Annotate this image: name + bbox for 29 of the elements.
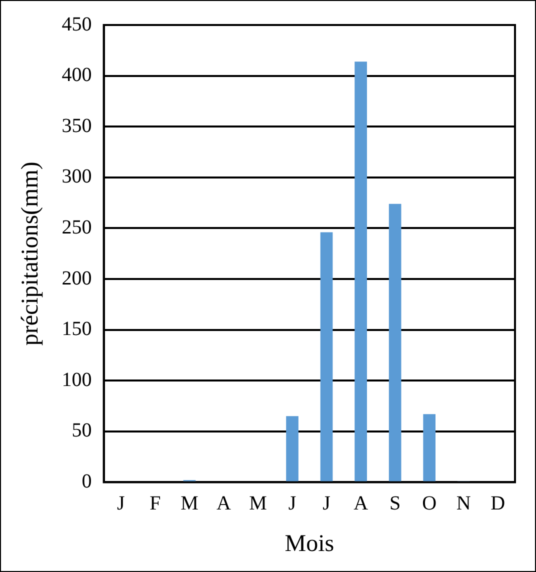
bar bbox=[286, 416, 298, 482]
x-tick-label: A bbox=[354, 492, 369, 514]
y-tick-label: 400 bbox=[62, 64, 92, 86]
x-tick-label: S bbox=[390, 492, 401, 514]
y-tick-label: 100 bbox=[62, 368, 92, 391]
y-tick-label: 150 bbox=[62, 318, 92, 340]
y-tick-label: 450 bbox=[62, 13, 92, 36]
x-tick-label: F bbox=[150, 492, 161, 514]
bar bbox=[320, 232, 333, 482]
x-tick-label: J bbox=[117, 492, 126, 514]
y-tick-label: 350 bbox=[62, 114, 92, 137]
y-tick-label: 0 bbox=[82, 470, 92, 492]
y-tick-label: 50 bbox=[72, 420, 92, 442]
x-tick-label: M bbox=[249, 492, 268, 514]
y-tick-label: 300 bbox=[62, 166, 92, 188]
x-tick-label: D bbox=[490, 492, 506, 514]
bar bbox=[423, 414, 436, 482]
x-tick-label: N bbox=[456, 492, 471, 514]
bar bbox=[354, 62, 367, 482]
x-tick-label: A bbox=[216, 492, 232, 514]
x-tick-label: M bbox=[180, 492, 199, 514]
x-tick-label: J bbox=[288, 492, 296, 514]
y-axis-title: précipitations(mm) bbox=[18, 162, 44, 346]
x-tick-label: O bbox=[422, 492, 437, 514]
x-axis-title: Mois bbox=[284, 530, 334, 557]
y-tick-label: 200 bbox=[62, 267, 92, 290]
bar bbox=[388, 204, 402, 482]
y-tick-label: 250 bbox=[62, 216, 92, 238]
x-tick-label: J bbox=[322, 492, 331, 514]
